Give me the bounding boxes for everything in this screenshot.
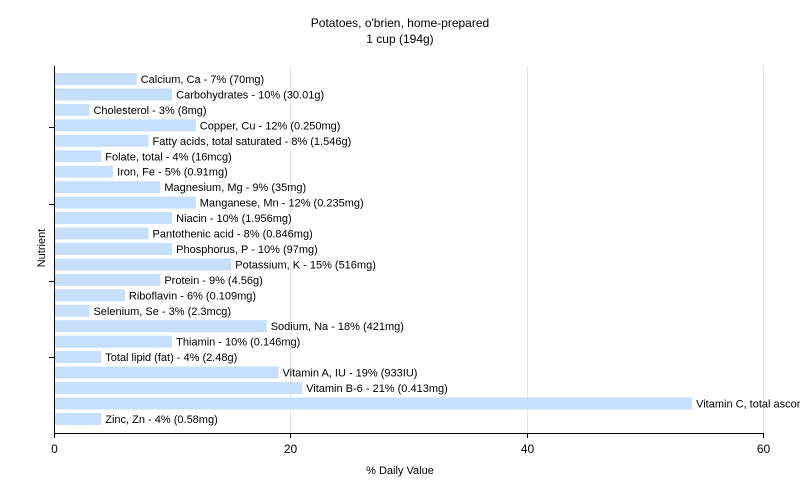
bar <box>54 227 149 240</box>
bar <box>54 289 125 302</box>
bar-label: Pantothenic acid - 8% (0.846mg) <box>153 229 313 241</box>
bar-label: Niacin - 10% (1.956mg) <box>176 213 292 225</box>
bar-label: Total lipid (fat) - 4% (2.48g) <box>105 352 237 364</box>
bar <box>54 320 267 333</box>
bar <box>54 366 279 379</box>
bar-label: Magnesium, Mg - 9% (35mg) <box>164 182 306 194</box>
axes: 0 20 40 60 <box>49 66 770 456</box>
bar <box>54 150 102 163</box>
bar-label: Iron, Fe - 5% (0.91mg) <box>117 167 228 179</box>
bar-label: Riboflavin - 6% (0.109mg) <box>129 290 256 302</box>
bar <box>54 304 90 317</box>
bar-label: Thiamin - 10% (0.146mg) <box>176 337 300 349</box>
bar-label: Cholesterol - 3% (8mg) <box>93 105 206 117</box>
bar-label: Vitamin C, total ascorbic acid - 54% (32… <box>696 398 800 410</box>
y-axis-label: Nutrient <box>36 228 48 268</box>
bar-label: Zinc, Zn - 4% (0.58mg) <box>105 414 217 426</box>
bar <box>54 119 196 132</box>
bar-label: Sodium, Na - 18% (421mg) <box>271 321 404 333</box>
bar <box>54 273 161 286</box>
bar <box>54 335 173 348</box>
x-tick-label: 40 <box>521 442 535 456</box>
bar-label: Vitamin A, IU - 19% (933IU) <box>283 368 418 380</box>
bar-label: Calcium, Ca - 7% (70mg) <box>141 74 264 86</box>
bars: Calcium, Ca - 7% (70mg) Carbohydrates - 1… <box>54 73 800 426</box>
bar <box>54 73 137 85</box>
gridlines <box>290 66 764 433</box>
bar-label: Fatty acids, total saturated - 8% (1.546… <box>153 136 352 148</box>
bar-label: Phosphorus, P - 10% (97mg) <box>176 244 318 256</box>
x-tick-label: 0 <box>51 442 58 456</box>
bar-label: Potassium, K - 15% (516mg) <box>235 259 376 271</box>
bar-label: Copper, Cu - 12% (0.250mg) <box>200 120 341 132</box>
x-axis-label: % Daily Value <box>366 465 434 477</box>
bar <box>54 397 693 410</box>
bar-label: Carbohydrates - 10% (30.01g) <box>176 89 324 101</box>
bar <box>54 242 173 255</box>
bar <box>54 181 161 194</box>
bar <box>54 258 232 271</box>
chart-subtitle: 1 cup (194g) <box>366 32 434 46</box>
bar <box>54 196 196 209</box>
bar-label: Selenium, Se - 3% (2.3mcg) <box>93 306 231 318</box>
bar <box>54 382 303 394</box>
x-tick-label: 20 <box>284 442 298 456</box>
bar <box>54 88 173 101</box>
bar <box>54 134 149 147</box>
chart-title: Potatoes, o'brien, home-prepared <box>310 16 490 30</box>
bar <box>54 212 173 225</box>
x-tick-label: 60 <box>757 442 771 456</box>
bar-label: Manganese, Mn - 12% (0.235mg) <box>200 198 364 210</box>
bar <box>54 165 114 178</box>
bar <box>54 351 102 364</box>
bar <box>54 103 90 116</box>
bar-label: Protein - 9% (4.56g) <box>164 275 262 287</box>
bar-label: Folate, total - 4% (16mcg) <box>105 151 232 163</box>
bar-label: Vitamin B-6 - 21% (0.413mg) <box>306 383 448 395</box>
bar <box>54 412 102 425</box>
